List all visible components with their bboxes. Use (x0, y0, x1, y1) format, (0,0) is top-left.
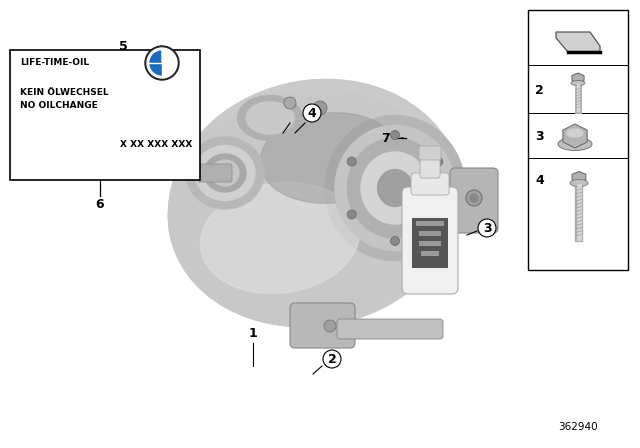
FancyBboxPatch shape (419, 241, 441, 246)
Ellipse shape (195, 146, 255, 201)
FancyBboxPatch shape (337, 319, 443, 339)
FancyBboxPatch shape (198, 164, 232, 182)
Wedge shape (162, 49, 175, 63)
Text: 4: 4 (535, 173, 544, 186)
Polygon shape (556, 32, 600, 52)
Circle shape (478, 219, 496, 237)
FancyBboxPatch shape (402, 187, 458, 294)
Ellipse shape (200, 182, 360, 293)
Wedge shape (148, 49, 162, 63)
Text: 362940: 362940 (558, 422, 598, 432)
Text: 3: 3 (535, 129, 543, 142)
Circle shape (323, 350, 341, 368)
Text: X XX XXX XXX: X XX XXX XXX (120, 140, 193, 149)
FancyBboxPatch shape (450, 168, 498, 233)
Circle shape (147, 48, 177, 78)
Circle shape (390, 130, 399, 139)
Circle shape (466, 190, 482, 206)
Text: 7: 7 (381, 132, 390, 145)
Ellipse shape (237, 95, 303, 141)
Circle shape (347, 157, 356, 166)
Circle shape (313, 101, 327, 115)
Ellipse shape (558, 138, 592, 151)
Circle shape (390, 237, 399, 246)
Text: 5: 5 (118, 39, 127, 52)
FancyBboxPatch shape (290, 303, 355, 348)
Ellipse shape (131, 112, 175, 148)
Ellipse shape (211, 160, 239, 186)
FancyBboxPatch shape (416, 221, 444, 226)
FancyBboxPatch shape (421, 251, 439, 256)
Circle shape (347, 210, 356, 219)
Ellipse shape (571, 81, 585, 86)
Ellipse shape (168, 90, 452, 326)
Text: 1: 1 (248, 327, 257, 340)
Wedge shape (162, 63, 175, 77)
Ellipse shape (204, 154, 246, 192)
Ellipse shape (186, 137, 264, 209)
Circle shape (303, 104, 321, 122)
Circle shape (434, 157, 443, 166)
Circle shape (324, 320, 336, 332)
Circle shape (434, 210, 443, 219)
Polygon shape (563, 124, 587, 148)
Text: 2: 2 (535, 83, 544, 96)
Text: 2: 2 (328, 353, 337, 366)
Circle shape (62, 97, 114, 149)
Wedge shape (148, 63, 162, 77)
FancyBboxPatch shape (528, 10, 628, 270)
Circle shape (470, 194, 478, 202)
Ellipse shape (570, 180, 588, 186)
Text: NO OILCHANGE: NO OILCHANGE (20, 101, 98, 110)
Text: 6: 6 (96, 198, 104, 211)
FancyBboxPatch shape (419, 146, 441, 160)
FancyBboxPatch shape (419, 231, 441, 236)
FancyBboxPatch shape (412, 218, 448, 268)
Ellipse shape (325, 116, 465, 260)
Ellipse shape (567, 129, 583, 137)
Ellipse shape (246, 102, 294, 134)
Ellipse shape (260, 113, 400, 203)
Text: KEIN ÖLWECHSEL: KEIN ÖLWECHSEL (20, 88, 109, 97)
Text: LIFE-TIME-OIL: LIFE-TIME-OIL (20, 58, 89, 67)
Polygon shape (572, 172, 586, 182)
Circle shape (48, 83, 128, 163)
Text: 4: 4 (308, 107, 316, 120)
Ellipse shape (146, 125, 160, 135)
Text: 3: 3 (483, 221, 492, 234)
FancyBboxPatch shape (10, 50, 200, 180)
FancyBboxPatch shape (420, 156, 440, 178)
Ellipse shape (348, 138, 442, 238)
Circle shape (145, 46, 179, 80)
Circle shape (284, 97, 296, 109)
Polygon shape (572, 73, 584, 83)
Ellipse shape (361, 152, 429, 224)
Ellipse shape (168, 79, 461, 327)
Ellipse shape (335, 125, 455, 250)
Ellipse shape (378, 169, 413, 207)
Ellipse shape (139, 119, 167, 141)
FancyBboxPatch shape (411, 173, 449, 195)
